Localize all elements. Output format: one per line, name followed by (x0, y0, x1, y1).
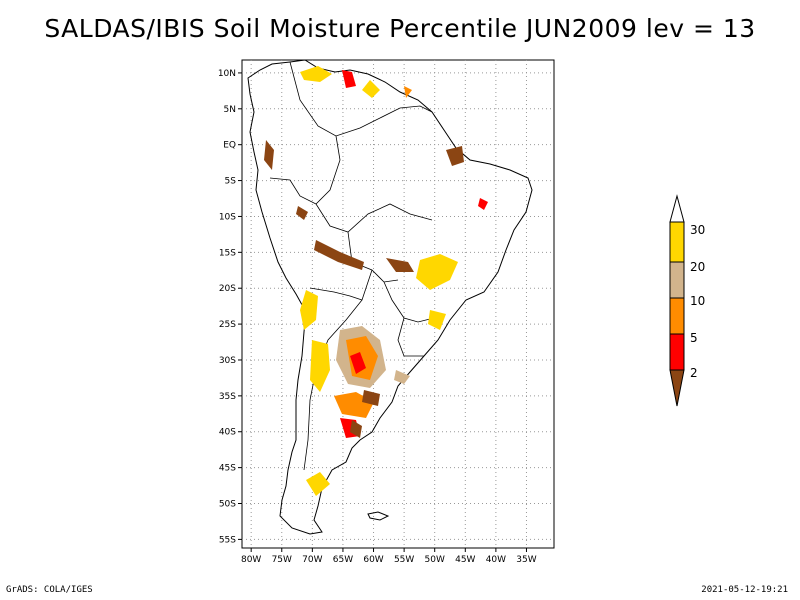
lon-tick-label: 40W (486, 555, 506, 565)
lat-tick-label: 25S (219, 320, 236, 330)
colorbar-5-10 (669, 297, 685, 335)
lat-tick-label: 50S (219, 500, 236, 510)
patch-red (342, 70, 356, 88)
patch-brown (296, 206, 308, 220)
colorbar-label: 2 (690, 366, 698, 380)
lat-tick-label: 5S (225, 177, 237, 187)
lon-tick-labels: 80W 75W 70W 65W 60W 55W 50W 45W 40W 35W (241, 548, 537, 565)
lon-tick-label: 50W (425, 555, 445, 565)
lat-tick-label: 30S (219, 356, 236, 366)
patch-gold (428, 310, 446, 330)
footer-timestamp: 2021-05-12-19:21 (701, 585, 788, 595)
colorbar: 30 20 10 5 2 (669, 194, 705, 407)
map-title: SALDAS/IBIS Soil Moisture Percentile JUN… (44, 14, 756, 43)
lat-tick-label: 5N (224, 105, 236, 115)
patch-gold (300, 290, 318, 330)
patch-brown (314, 240, 364, 270)
colorbar-label: 10 (690, 294, 705, 308)
falkland-islands (367, 511, 390, 521)
patch-brown (264, 140, 274, 170)
percentile-field (264, 66, 488, 496)
colorbar-label: 20 (690, 260, 705, 274)
lat-tick-label: 10S (219, 212, 236, 222)
patch-tan (394, 370, 410, 384)
patch-brown (350, 420, 362, 438)
lat-tick-label: EQ (223, 141, 236, 151)
patch-brown (362, 390, 380, 406)
lat-tick-label: 15S (219, 248, 236, 258)
gridlines (242, 60, 554, 548)
lat-tick-label: 10N (218, 69, 236, 79)
patch-gold (300, 66, 332, 82)
patch-gold (416, 254, 458, 290)
lon-tick-label: 65W (333, 555, 353, 565)
patch-brown (386, 258, 414, 272)
lon-tick-label: 70W (302, 555, 322, 565)
colorbar-label: 5 (690, 331, 698, 345)
colorbar-20-30 (669, 221, 685, 263)
lon-tick-label: 55W (394, 555, 414, 565)
colorbar-below-2 (669, 369, 685, 407)
lat-tick-label: 55S (219, 535, 236, 545)
lat-tick-labels: 10N 5N EQ 5S 10S 15S 20S 25S 30S 35S 40S 45S 50S 55S (218, 69, 242, 545)
lon-tick-label: 35W (516, 555, 536, 565)
lat-tick-label: 45S (219, 464, 236, 474)
lon-tick-label: 60W (363, 555, 383, 565)
colorbar-10-20 (669, 261, 685, 299)
lon-tick-label: 75W (272, 555, 292, 565)
lat-tick-label: 35S (219, 392, 236, 402)
patch-brown (446, 146, 464, 166)
lon-tick-label: 80W (241, 555, 261, 565)
patch-gold (362, 80, 380, 98)
lon-tick-label: 45W (455, 555, 475, 565)
patch-orange (404, 86, 412, 98)
colorbar-above-30 (669, 194, 685, 223)
patch-gold (310, 340, 330, 392)
lat-tick-label: 20S (219, 284, 236, 294)
footer-credit: GrADS: COLA/IGES (6, 585, 93, 595)
colorbar-2-5 (669, 333, 685, 371)
patch-red (478, 198, 488, 210)
patch-gold (306, 472, 330, 496)
patch-red (350, 352, 366, 374)
lat-tick-label: 40S (219, 428, 236, 438)
colorbar-label: 30 (690, 223, 705, 237)
map-frame (241, 59, 555, 549)
south-america-coastline (247, 59, 533, 535)
